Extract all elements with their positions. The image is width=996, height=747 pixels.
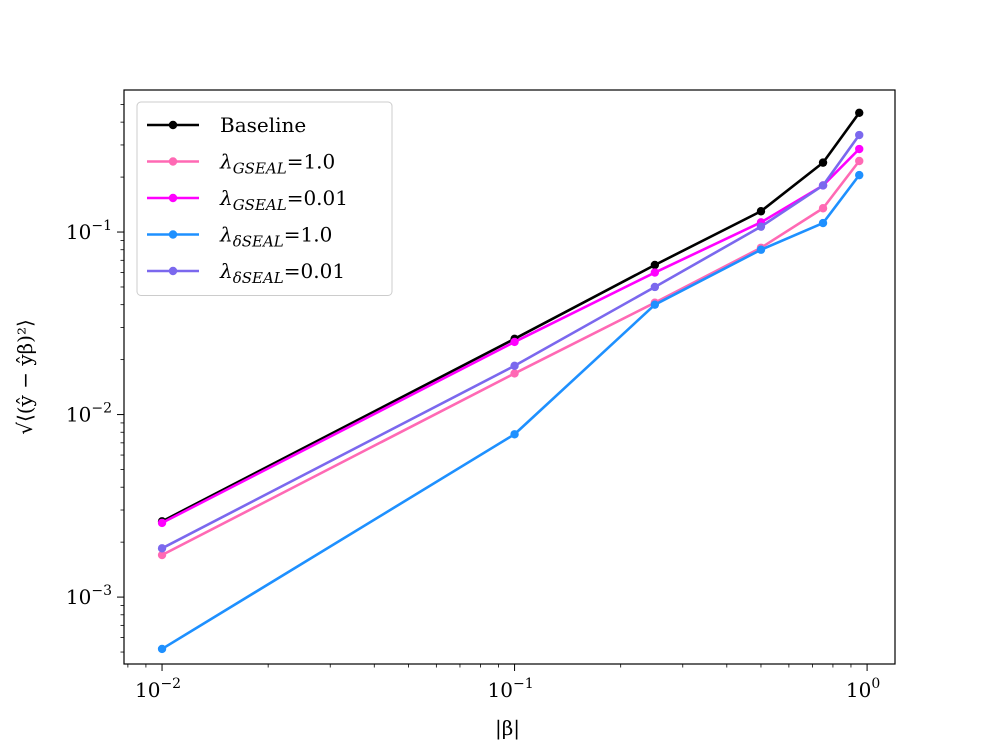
y-tick-label: 10−1 xyxy=(66,218,112,244)
data-point xyxy=(818,158,828,167)
data-point xyxy=(510,369,519,378)
legend-label: Baseline xyxy=(220,113,306,137)
legend-marker xyxy=(168,193,178,203)
data-point xyxy=(855,144,864,154)
legend-marker xyxy=(168,230,178,239)
y-tick-label: 10−2 xyxy=(66,401,112,427)
x-tick-label: 10−1 xyxy=(488,676,534,702)
y-axis-label: √⟨(ŷ − ŷβ)²⟩ xyxy=(13,319,37,435)
x-tick-label: 100 xyxy=(846,676,880,702)
legend-label: λδSEAL=0.01 xyxy=(219,259,345,287)
data-point xyxy=(510,361,519,370)
series-line xyxy=(161,148,861,525)
data-point xyxy=(510,337,519,347)
data-point xyxy=(818,204,828,213)
data-point xyxy=(855,170,864,180)
series-1 xyxy=(157,156,864,560)
y-tick-label: 10−3 xyxy=(66,583,112,609)
data-point xyxy=(756,207,766,216)
data-point xyxy=(157,518,167,528)
data-point xyxy=(756,222,766,231)
data-point xyxy=(650,282,660,292)
x-axis-label: |β| xyxy=(495,716,520,741)
legend: Baseline λGSEAL=1.0 λGSEAL=0.01 λδSEAL=1.0 λ… xyxy=(136,101,393,296)
legend-item: λδSEAL=1.0 xyxy=(147,223,332,251)
legend-item: λδSEAL=0.01 xyxy=(147,259,345,287)
legend-marker xyxy=(168,120,178,130)
data-point xyxy=(855,108,864,118)
data-point xyxy=(510,430,519,439)
series-3 xyxy=(157,170,864,654)
data-point xyxy=(650,300,660,309)
legend-item: Baseline xyxy=(147,113,306,137)
legend-label: λδSEAL=1.0 xyxy=(219,223,332,251)
series-line xyxy=(161,112,861,523)
series-line xyxy=(161,174,861,651)
data-point xyxy=(650,268,660,277)
series-layer xyxy=(157,108,864,654)
series-line xyxy=(161,134,861,550)
legend-item: λGSEAL=1.0 xyxy=(147,150,335,178)
legend-label: λGSEAL=1.0 xyxy=(219,150,335,178)
ticks-layer: 10−2 10−1 100 10−3 10−2 10−1 xyxy=(66,104,880,702)
series-4 xyxy=(157,130,864,553)
data-point xyxy=(756,245,766,254)
data-point xyxy=(855,130,864,140)
data-point xyxy=(818,181,828,190)
legend-label: λGSEAL=0.01 xyxy=(219,186,348,214)
legend-marker xyxy=(168,157,178,166)
data-point xyxy=(650,260,660,270)
series-line xyxy=(161,160,861,557)
legend-marker xyxy=(168,266,178,276)
data-point xyxy=(157,644,167,654)
axes-frame xyxy=(123,89,896,665)
data-point xyxy=(818,218,828,228)
x-tick-label: 10−2 xyxy=(135,676,181,702)
legend-item: λGSEAL=0.01 xyxy=(147,186,348,214)
data-point xyxy=(157,550,167,560)
legend-box xyxy=(136,101,393,296)
data-point xyxy=(157,544,167,553)
data-point xyxy=(855,156,864,166)
